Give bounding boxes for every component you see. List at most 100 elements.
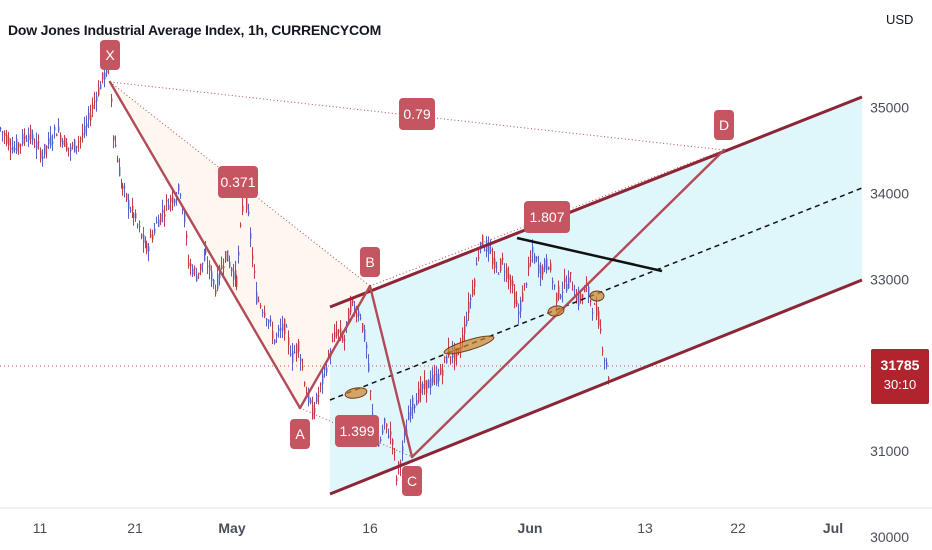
candle-body: [166, 200, 168, 202]
candle-body: [80, 137, 82, 140]
candle-body: [592, 312, 594, 314]
candle-body: [274, 339, 276, 344]
candle-body: [308, 391, 310, 403]
candle-body: [178, 184, 180, 191]
candle-body: [235, 270, 237, 280]
candle-body: [414, 405, 416, 408]
candle-body: [422, 383, 424, 389]
candle-body: [552, 280, 554, 284]
candle-body: [260, 305, 262, 308]
candle-body: [468, 301, 470, 313]
candle-body: [384, 418, 386, 424]
candle-body: [248, 211, 250, 215]
candle-body: [534, 255, 536, 263]
candle-body: [48, 137, 50, 145]
candle-body: [520, 300, 522, 312]
candle-body: [238, 251, 240, 256]
candle-body: [530, 259, 532, 261]
point-label-x-bg: [100, 40, 120, 70]
candle-body: [119, 166, 121, 177]
candle-body: [121, 182, 123, 187]
candle-body: [272, 330, 274, 339]
candle-body: [111, 98, 113, 102]
candle-body: [117, 159, 119, 163]
candle-body: [556, 293, 558, 303]
point-label-a-bg: [290, 419, 310, 449]
candle-body: [254, 271, 256, 273]
x-tick-label: Jun: [518, 520, 543, 536]
candle-body: [174, 199, 176, 204]
ratio-label: 1.399: [339, 423, 374, 439]
candle-body: [490, 249, 492, 252]
candle-body: [408, 412, 410, 420]
candle-body: [302, 366, 304, 368]
candle-body: [84, 125, 86, 134]
candle-body: [246, 194, 248, 210]
candle-body: [380, 439, 382, 441]
current-price-tag: 31785 30:10: [871, 349, 929, 404]
candle-body: [518, 311, 520, 315]
candle-body: [213, 279, 215, 285]
candle-body: [360, 317, 362, 319]
candle-body: [560, 295, 562, 298]
candle-body: [4, 133, 6, 136]
candle-body: [464, 324, 466, 334]
candle-body: [318, 395, 320, 397]
candle-body: [584, 287, 586, 293]
x-tick-label: 11: [33, 520, 48, 536]
candle-body: [170, 197, 172, 202]
candle-body: [470, 298, 472, 301]
candle-body: [223, 266, 225, 268]
candle-body: [190, 263, 192, 267]
candle-body: [231, 267, 233, 272]
candle-body: [122, 185, 124, 190]
candle-body: [188, 262, 190, 266]
candle-body: [596, 306, 598, 317]
candle-body: [570, 272, 572, 274]
candle-body: [476, 263, 478, 265]
candle-body: [42, 156, 44, 160]
candle-body: [70, 146, 72, 152]
candle-body: [540, 265, 542, 279]
y-tick-label: 35000: [870, 99, 909, 115]
candle-body: [396, 477, 398, 482]
candle-body: [402, 446, 404, 452]
candle-body: [240, 224, 242, 226]
candle-body: [344, 339, 346, 341]
candle-body: [442, 369, 444, 377]
candle-body: [156, 221, 158, 223]
candle-body: [522, 292, 524, 302]
candle-body: [382, 430, 384, 433]
candle-body: [498, 273, 500, 275]
candle-body: [398, 462, 400, 467]
candle-body: [280, 327, 282, 331]
ratio-label: 0.371: [220, 174, 255, 190]
candle-body: [436, 373, 438, 384]
candle-body: [478, 257, 480, 259]
y-tick-label: 34000: [870, 185, 909, 201]
candle-body: [504, 271, 506, 273]
candle-body: [322, 373, 324, 384]
pattern-marker: [589, 290, 605, 302]
point-label-x: X: [105, 47, 115, 63]
candle-body: [526, 283, 528, 286]
current-price-value: 31785: [880, 357, 920, 373]
candle-body: [126, 193, 128, 200]
candle-body: [158, 219, 160, 227]
candle-body: [256, 292, 258, 304]
candle-body: [482, 235, 484, 247]
candle-body: [262, 311, 264, 313]
price-axis-bg: [868, 0, 932, 550]
candle-body: [219, 267, 221, 279]
candle-body: [233, 271, 235, 280]
candle-body: [446, 356, 448, 364]
candle-body: [40, 150, 42, 159]
point-label-c: C: [407, 473, 417, 489]
candle-body: [516, 300, 518, 305]
chart-title: Dow Jones Industrial Average Index, 1h, …: [8, 22, 382, 38]
candle-body: [386, 423, 388, 428]
candle-body: [209, 264, 211, 272]
candle-body: [532, 246, 534, 253]
candle-body: [58, 126, 60, 132]
